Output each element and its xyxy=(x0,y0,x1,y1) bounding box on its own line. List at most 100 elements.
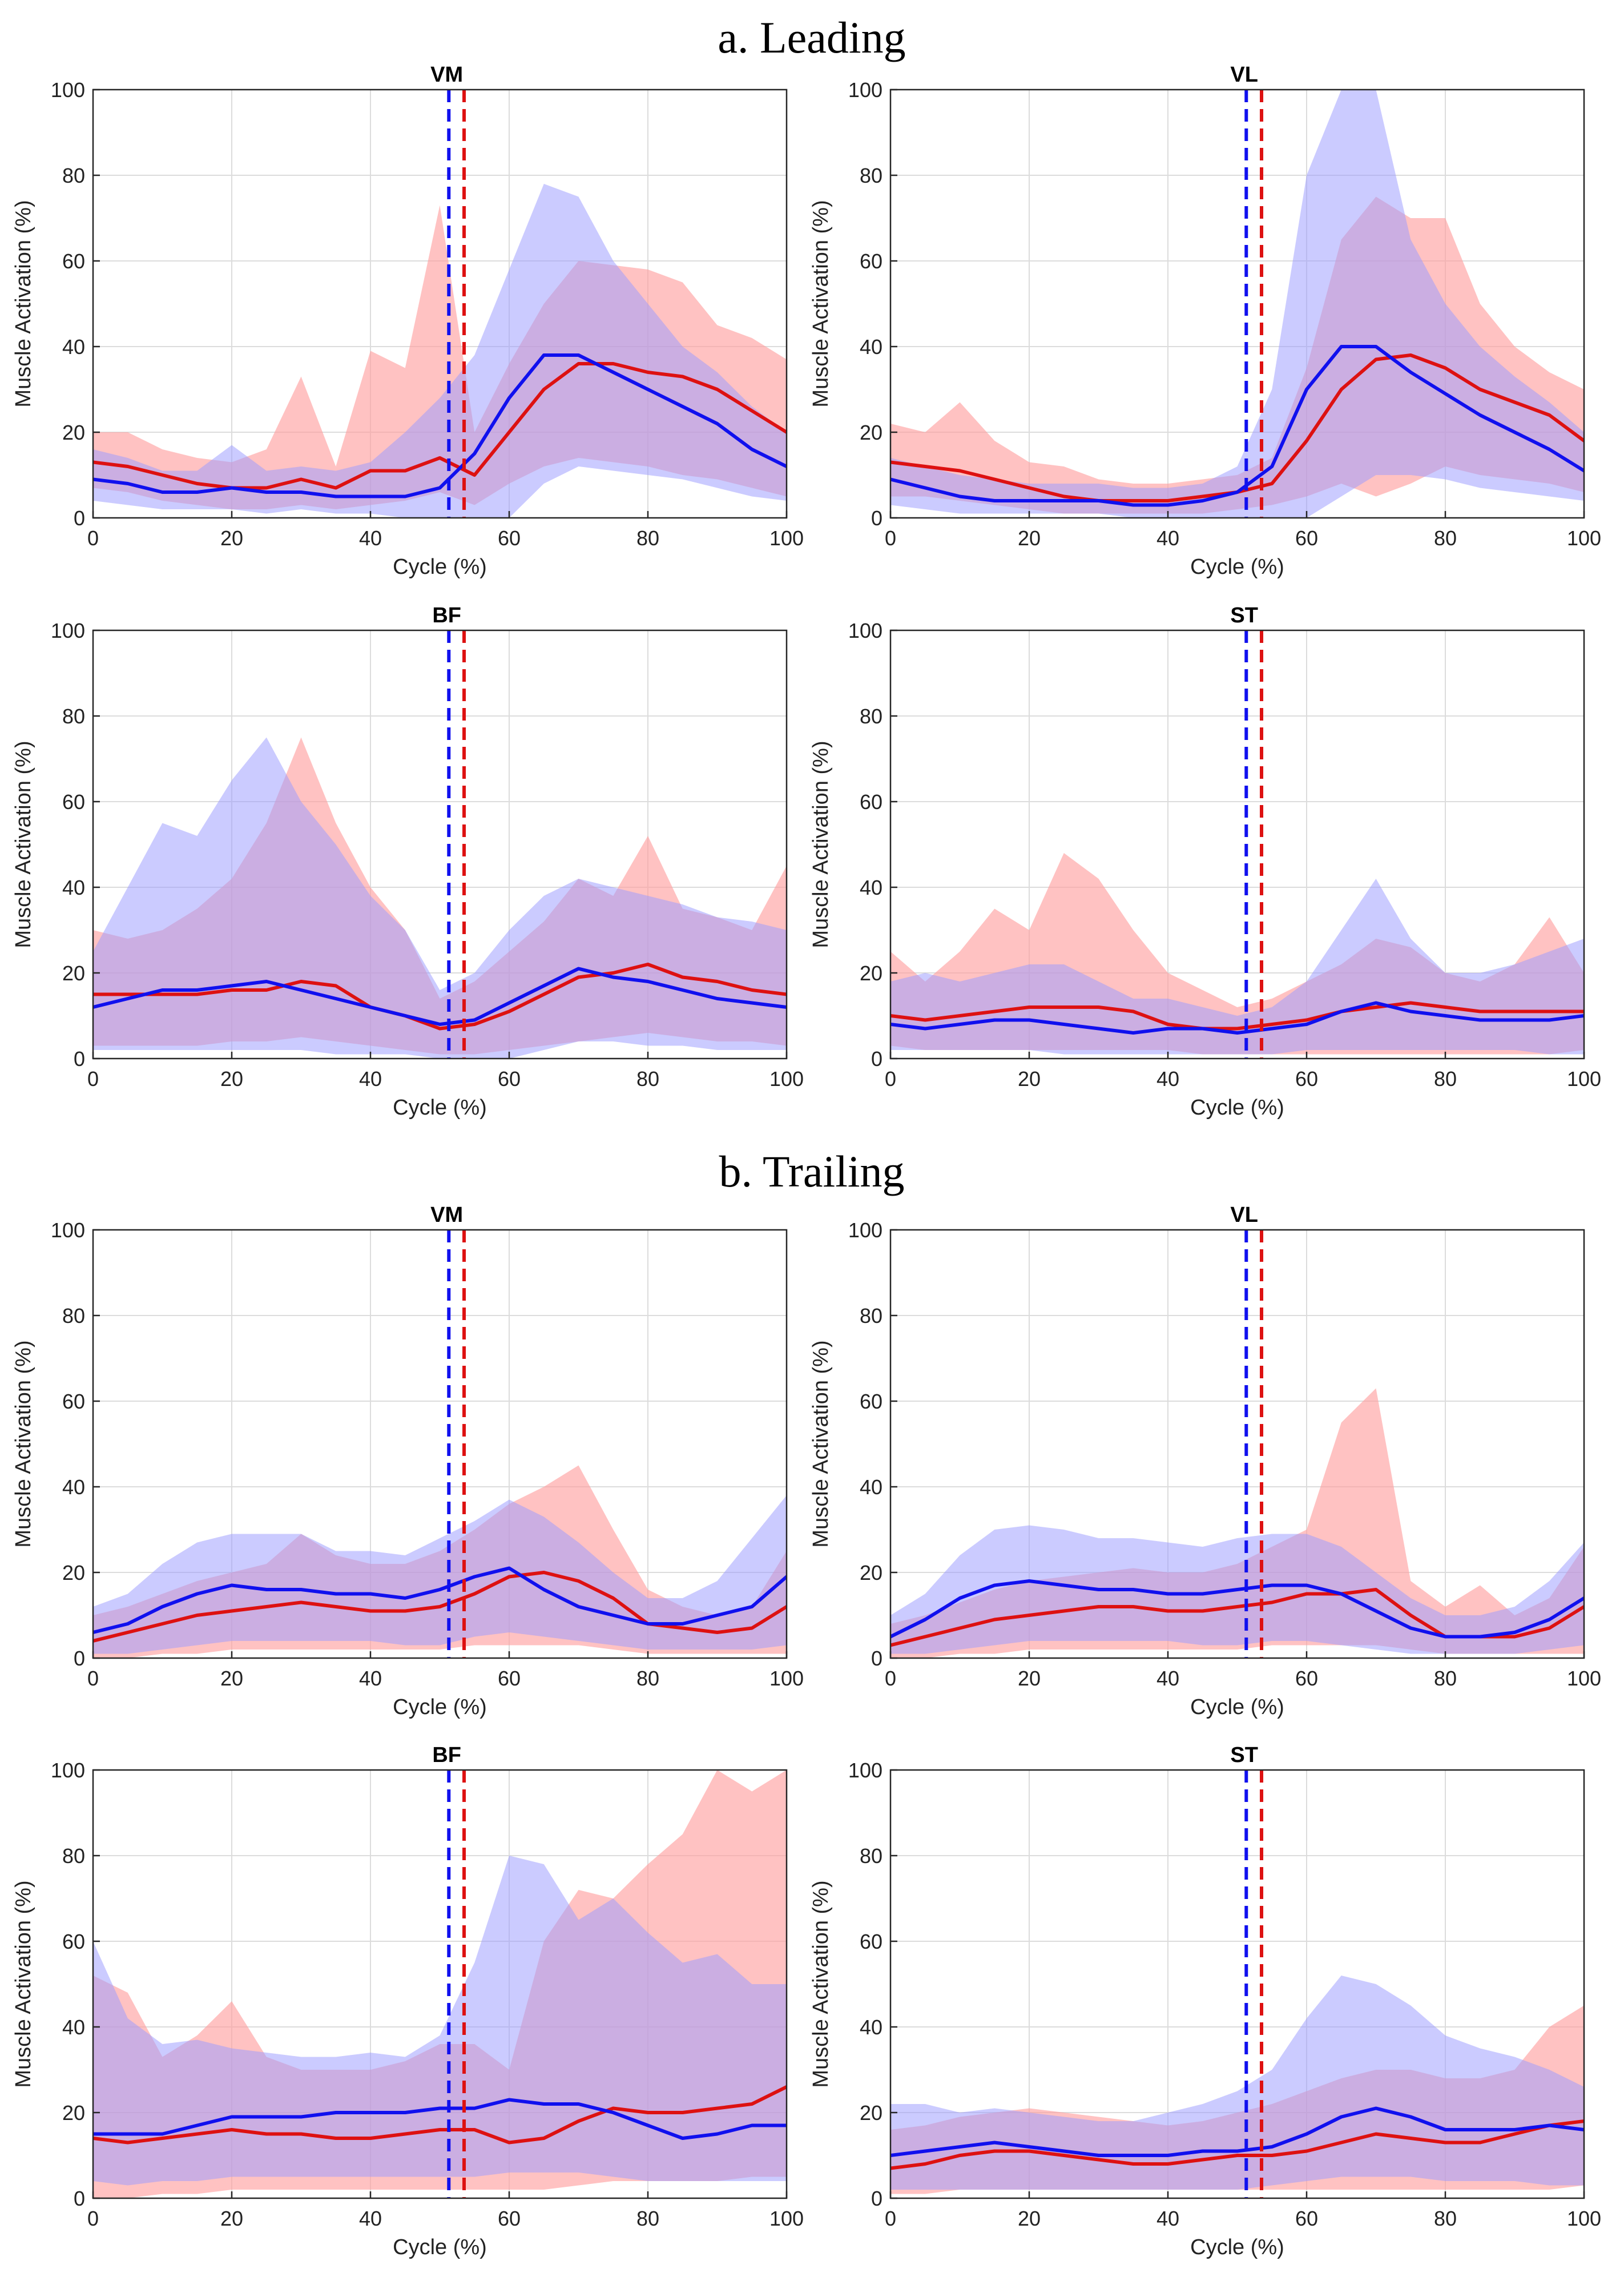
chart-panel-vm-trailing: 0 20 40 60 80 100 0 20 40 60 80 100 VM Cycle (%) Muscl… xyxy=(11,1203,804,1719)
y-tick-label: 20 xyxy=(62,2101,85,2125)
mean-line-blue xyxy=(890,1579,1584,1639)
y-tick-label: 60 xyxy=(860,250,882,273)
x-tick-label: 60 xyxy=(498,2207,521,2230)
x-tick-label: 0 xyxy=(885,1667,896,1690)
y-tick-label: 60 xyxy=(860,790,882,814)
x-tick-label: 100 xyxy=(769,1667,804,1690)
x-tick-label: 40 xyxy=(1156,1067,1179,1091)
x-tick-label: 60 xyxy=(498,1067,521,1091)
x-axis-label: Cycle (%) xyxy=(393,2235,487,2259)
y-axis-label: Muscle Activation (%) xyxy=(11,1340,35,1547)
mean-line-red xyxy=(93,2085,787,2145)
panel-title: ST xyxy=(1230,604,1258,627)
axis-frame xyxy=(889,88,1585,519)
y-tick-label: 20 xyxy=(860,1561,882,1584)
y-tick-label: 0 xyxy=(74,1047,85,1071)
plot-content xyxy=(93,1770,787,2198)
y-tick-label: 0 xyxy=(74,2187,85,2210)
panel-title: BF xyxy=(432,1743,461,1767)
axis-frame xyxy=(889,629,1585,1060)
x-axis-label: Cycle (%) xyxy=(1190,2235,1284,2259)
chart-panel-st-leading: 0 20 40 60 80 100 0 20 40 60 80 100 ST Cycle (%) Muscl… xyxy=(809,604,1601,1120)
mean-line-red xyxy=(93,963,787,1031)
panel-title: VM xyxy=(430,1203,463,1227)
y-tick-label: 20 xyxy=(860,421,882,444)
mean-line-blue xyxy=(93,2098,787,2140)
axis-frame xyxy=(92,1769,788,2199)
sd-band-blue xyxy=(890,90,1584,518)
x-tick-label: 80 xyxy=(1434,1667,1457,1690)
y-axis-label: Muscle Activation (%) xyxy=(11,741,35,948)
axis-frame xyxy=(889,1229,1585,1659)
sd-band-blue xyxy=(890,1976,1584,2190)
x-tick-label: 40 xyxy=(359,526,382,550)
x-tick-label: 60 xyxy=(1295,1667,1318,1690)
x-axis-label: Cycle (%) xyxy=(393,1695,487,1719)
panel-title: BF xyxy=(432,604,461,627)
y-tick-label: 60 xyxy=(62,1930,85,1953)
y-tick-label: 0 xyxy=(871,1647,882,1670)
x-tick-label: 60 xyxy=(1295,1067,1318,1091)
x-tick-label: 80 xyxy=(636,1667,659,1690)
mean-line-red xyxy=(93,1571,787,1643)
mean-line-blue xyxy=(93,1566,787,1634)
plot-content xyxy=(93,737,787,1059)
x-tick-label: 40 xyxy=(1156,1667,1179,1690)
y-tick-label: 40 xyxy=(62,1475,85,1499)
y-tick-label: 100 xyxy=(51,619,85,642)
y-tick-label: 80 xyxy=(62,1844,85,1868)
y-tick-label: 0 xyxy=(74,506,85,530)
y-tick-label: 40 xyxy=(62,2016,85,2039)
y-tick-label: 40 xyxy=(860,335,882,359)
axis-frame xyxy=(889,1769,1585,2199)
y-tick-label: 100 xyxy=(51,1759,85,1782)
y-tick-label: 60 xyxy=(62,1390,85,1413)
mean-line-red xyxy=(890,2119,1584,2170)
plot-content xyxy=(93,184,787,518)
x-axis-label: Cycle (%) xyxy=(393,555,487,579)
x-tick-label: 60 xyxy=(498,526,521,550)
x-tick-label: 60 xyxy=(1295,526,1318,550)
y-tick-label: 0 xyxy=(871,2187,882,2210)
y-tick-label: 100 xyxy=(848,1759,882,1782)
mean-line-blue xyxy=(890,2106,1584,2157)
y-axis-label: Muscle Activation (%) xyxy=(809,741,833,948)
y-tick-label: 40 xyxy=(860,1475,882,1499)
x-tick-label: 80 xyxy=(636,526,659,550)
mean-line-red xyxy=(890,1001,1584,1031)
y-tick-label: 100 xyxy=(848,1218,882,1242)
x-axis-label: Cycle (%) xyxy=(1190,1695,1284,1719)
chart-panel-vm-leading: 0 20 40 60 80 100 0 20 40 60 80 100 VM Cycle (%) Muscl… xyxy=(11,63,804,579)
chart-panel-bf-leading: 0 20 40 60 80 100 0 20 40 60 80 100 BF Cycle (%) Muscl… xyxy=(11,604,804,1120)
x-tick-label: 20 xyxy=(1018,2207,1041,2230)
y-tick-label: 60 xyxy=(860,1390,882,1413)
y-tick-label: 20 xyxy=(62,421,85,444)
x-tick-label: 100 xyxy=(769,2207,804,2230)
x-tick-label: 40 xyxy=(359,2207,382,2230)
y-tick-label: 60 xyxy=(62,790,85,814)
x-tick-label: 40 xyxy=(1156,526,1179,550)
y-axis-label: Muscle Activation (%) xyxy=(809,1340,833,1547)
x-tick-label: 20 xyxy=(220,526,243,550)
y-tick-label: 80 xyxy=(860,164,882,187)
y-tick-label: 40 xyxy=(62,335,85,359)
y-tick-label: 40 xyxy=(62,876,85,899)
x-tick-label: 100 xyxy=(1567,2207,1601,2230)
panel-title: VL xyxy=(1230,63,1258,87)
x-tick-label: 0 xyxy=(87,526,99,550)
mean-line-blue xyxy=(93,353,787,498)
chart-panel-vl-trailing: 0 20 40 60 80 100 0 20 40 60 80 100 VL Cycle (%) Muscl… xyxy=(809,1203,1601,1719)
x-tick-label: 20 xyxy=(220,1667,243,1690)
mean-line-red xyxy=(93,362,787,490)
y-tick-label: 0 xyxy=(871,506,882,530)
chart-panel-vl-leading: 0 20 40 60 80 100 0 20 40 60 80 100 VL Cycle (%) Muscl… xyxy=(809,63,1601,579)
mean-line-blue xyxy=(890,345,1584,507)
y-tick-label: 80 xyxy=(860,705,882,728)
y-tick-label: 80 xyxy=(860,1844,882,1868)
y-tick-label: 40 xyxy=(860,2016,882,2039)
y-tick-label: 80 xyxy=(62,164,85,187)
y-tick-label: 20 xyxy=(860,962,882,985)
y-tick-label: 80 xyxy=(860,1304,882,1327)
x-tick-label: 40 xyxy=(1156,2207,1179,2230)
